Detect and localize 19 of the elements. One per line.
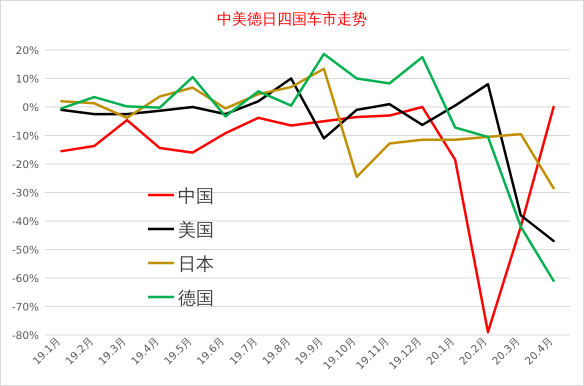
legend-label: 中国 xyxy=(178,186,214,207)
line-series xyxy=(60,106,555,334)
chart-title: 中美德日四国车市走势 xyxy=(217,10,367,28)
y-tick-label: 10% xyxy=(16,74,40,86)
legend-label: 美国 xyxy=(178,220,214,241)
y-tick-label: -50% xyxy=(12,244,40,256)
line-series xyxy=(60,77,555,242)
y-tick-label: 0% xyxy=(22,102,40,114)
y-tick-label: -60% xyxy=(12,273,40,285)
y-tick-label: -10% xyxy=(12,130,40,142)
y-tick-label: -30% xyxy=(12,188,40,200)
y-tick-label: -80% xyxy=(12,330,40,342)
legend-label: 德国 xyxy=(178,288,214,309)
y-tick-label: 20% xyxy=(16,45,40,57)
legend-label: 日本 xyxy=(178,254,214,275)
y-tick-label: -20% xyxy=(12,159,40,171)
y-tick-label: -40% xyxy=(12,216,40,228)
y-tick-label: -70% xyxy=(12,302,40,314)
line-series xyxy=(60,52,555,282)
